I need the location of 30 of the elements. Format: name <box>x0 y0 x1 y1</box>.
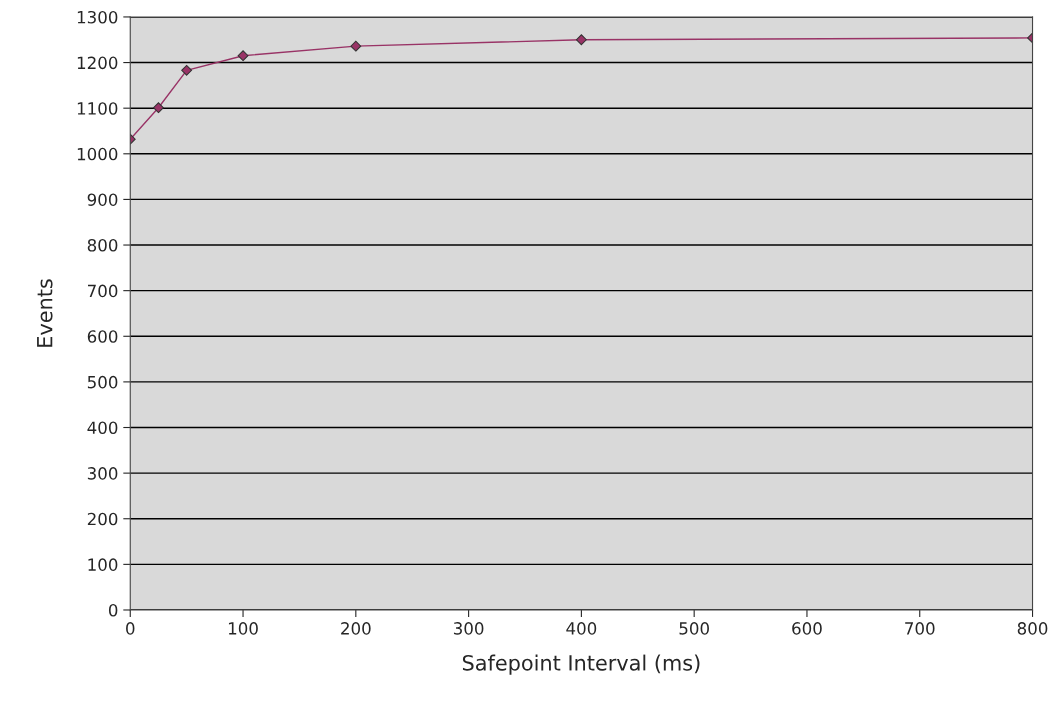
y-tick-label: 1300 <box>77 10 118 24</box>
x-tick-label: 700 <box>905 622 935 635</box>
x-tick-label: 300 <box>453 622 484 635</box>
y-tick-label: 1000 <box>77 147 118 161</box>
point <box>237 50 249 62</box>
point <box>181 64 193 76</box>
y-axis-title: Events <box>37 279 53 347</box>
x-tick-label: 800 <box>1017 622 1048 635</box>
y-tick-label: 200 <box>87 512 118 526</box>
x-tick-label: 400 <box>566 622 597 635</box>
y-tick-label: 700 <box>88 284 118 298</box>
point <box>575 34 587 46</box>
y-tick-label: 800 <box>87 239 118 252</box>
y-tick-label: 1100 <box>77 102 118 115</box>
y-tick-label: 500 <box>87 375 118 389</box>
y-tick-label: 100 <box>88 558 118 571</box>
y-tick-label: 400 <box>87 421 118 435</box>
x-tick-label: 100 <box>228 622 258 635</box>
x-tick-label: 600 <box>792 622 822 635</box>
point <box>350 40 362 52</box>
y-tick-label: 0 <box>108 603 118 617</box>
y-tick-label: 1200 <box>77 56 118 70</box>
y-tick-label: 600 <box>87 330 118 343</box>
x-axis-title: Safepoint Interval (ms) <box>462 654 700 675</box>
y-tick-label: 900 <box>87 193 118 206</box>
x-tick-label: 500 <box>679 622 709 635</box>
y-tick-label: 300 <box>87 467 118 480</box>
x-tick-label: 0 <box>126 622 135 635</box>
x-tick-label: 200 <box>341 622 371 635</box>
point <box>153 102 164 114</box>
